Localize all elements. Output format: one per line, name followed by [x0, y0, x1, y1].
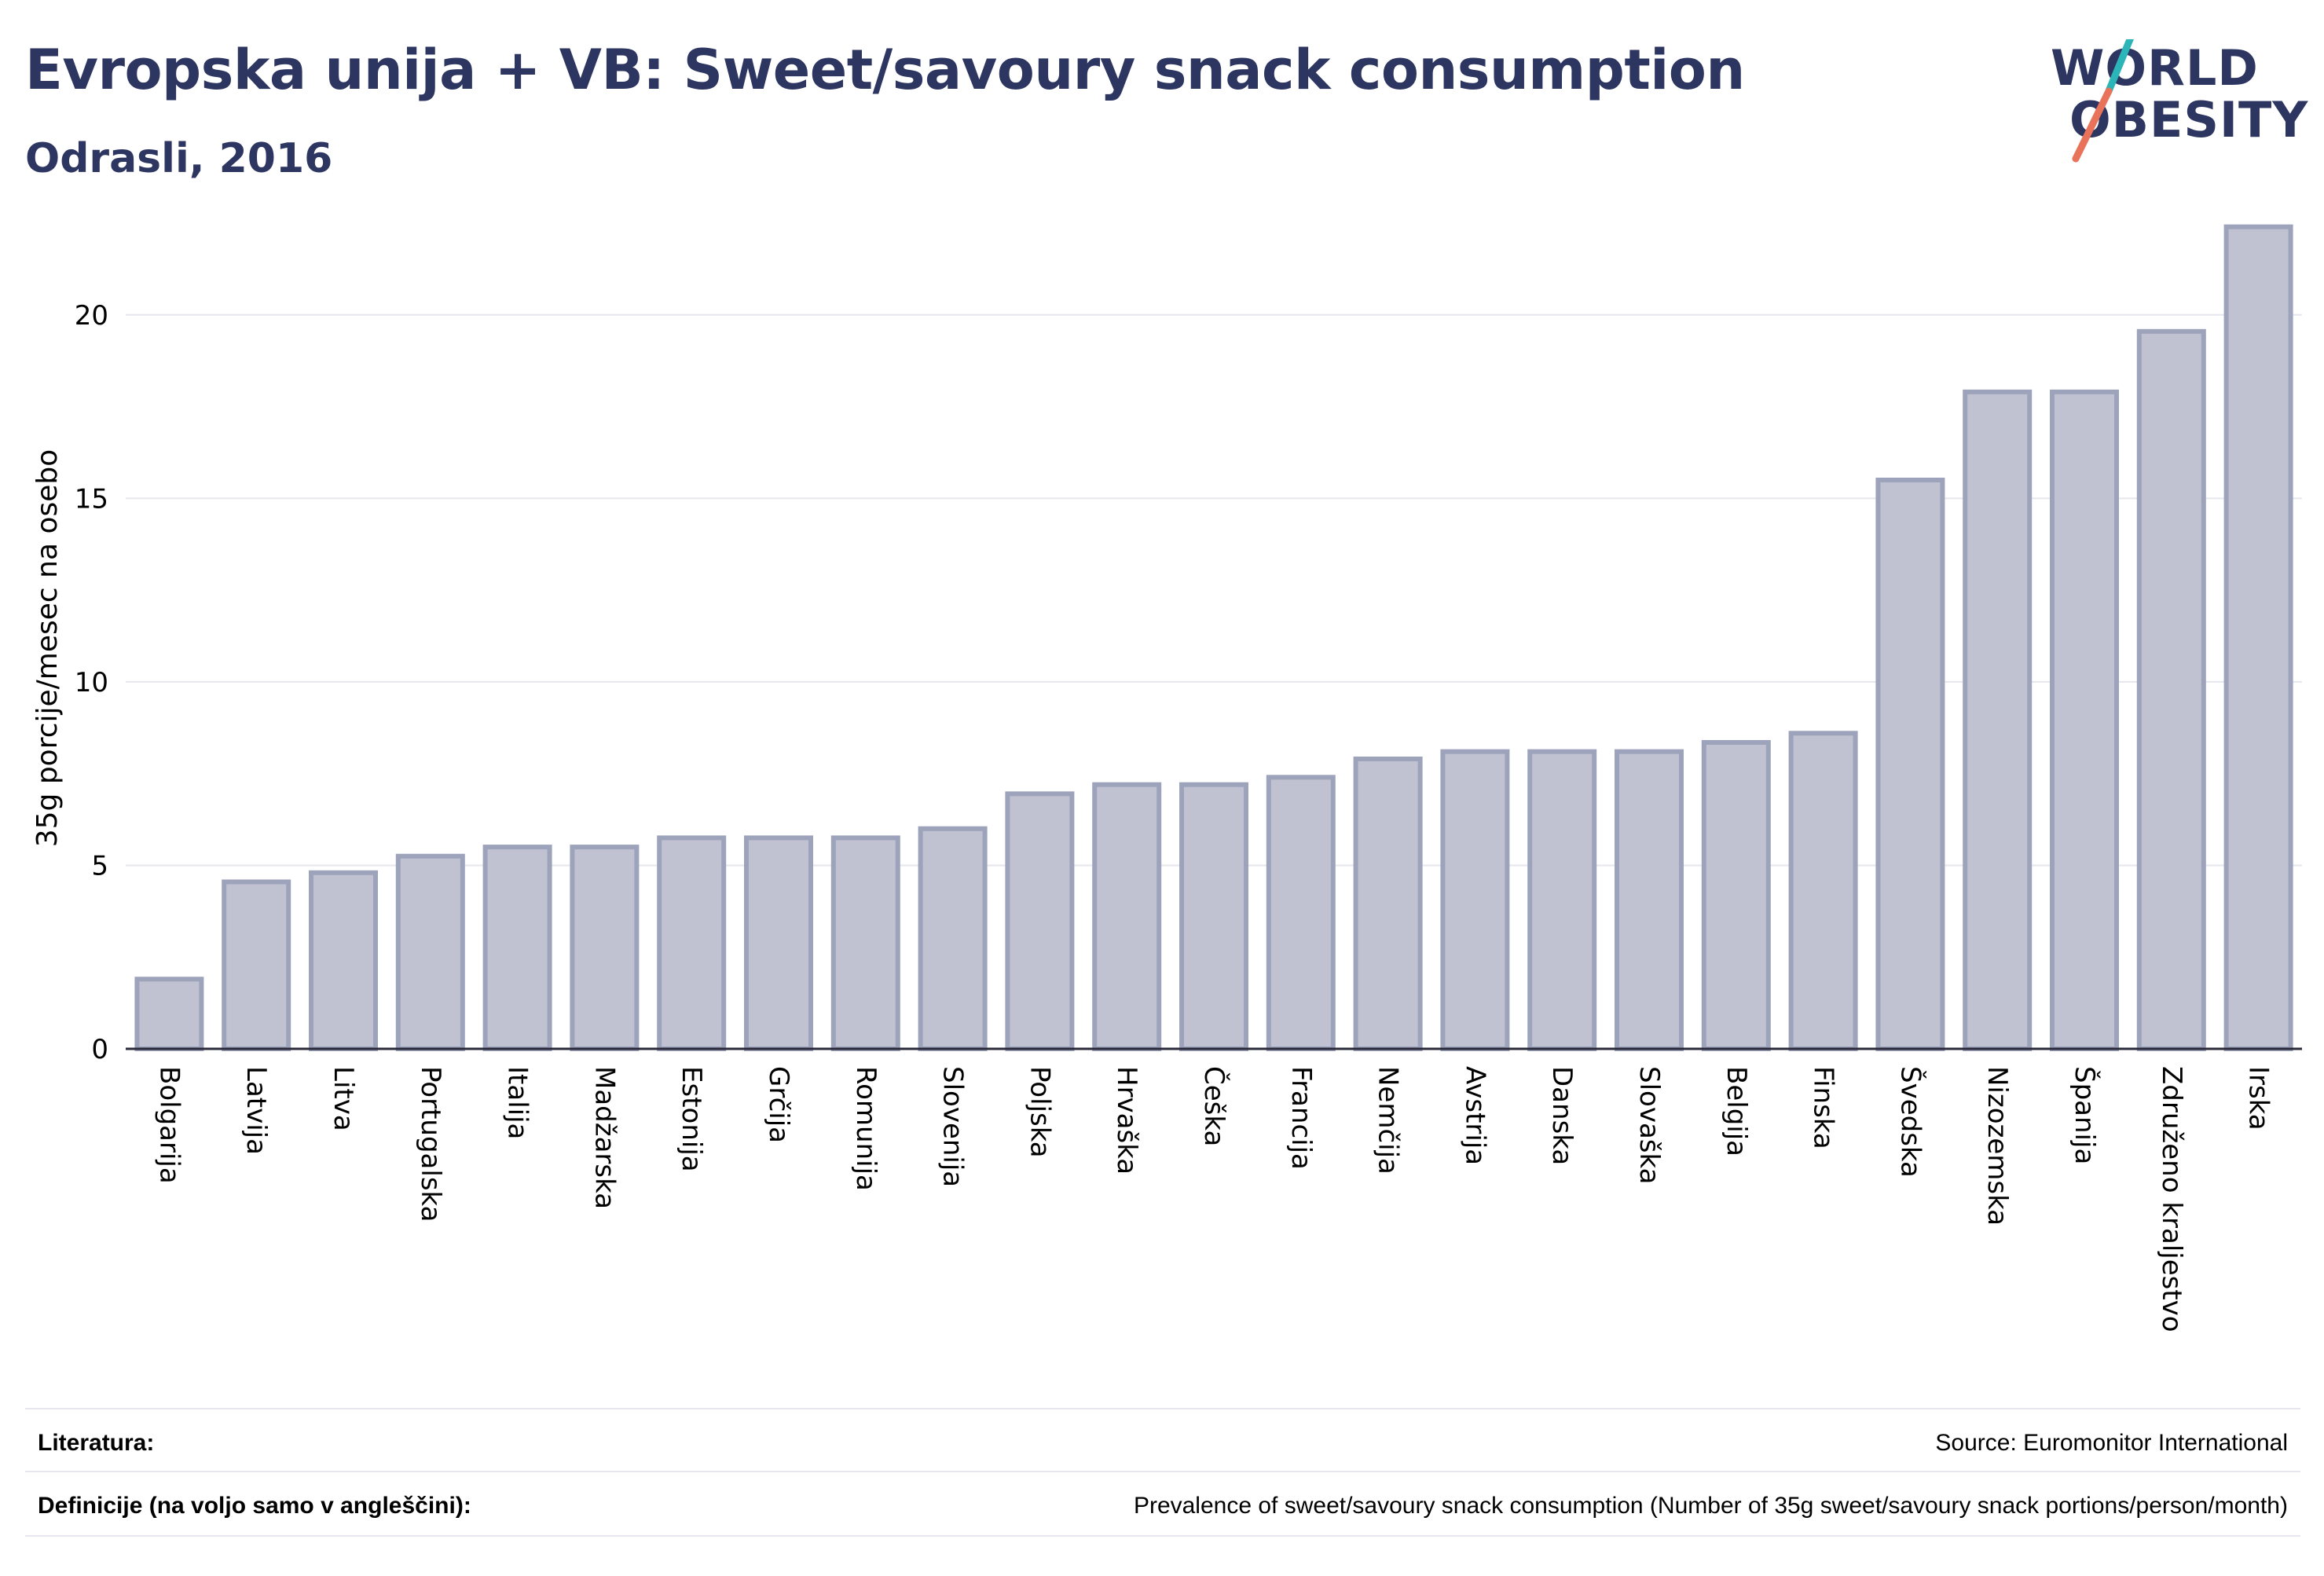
x-tick-label: Finska: [1808, 1066, 1839, 1149]
x-tick-label: Španija: [2069, 1066, 2101, 1164]
x-tick-label: Bolgarija: [153, 1066, 185, 1184]
footer-literature-row: Literatura: Source: Euromonitor Internat…: [25, 1408, 2300, 1472]
x-tick-label: Nemčija: [1373, 1066, 1404, 1175]
logo-slash-icon: [2072, 39, 2134, 163]
x-tick-label: Litva: [328, 1066, 359, 1131]
y-tick-label: 5: [91, 850, 108, 881]
x-tick-label: Estonija: [676, 1066, 707, 1172]
bar: [1615, 749, 1684, 1051]
x-tick-label: Slovaška: [1633, 1066, 1665, 1184]
world-obesity-logo: WORLD OBESITY: [2051, 39, 2308, 165]
literature-source: Source: Euromonitor International: [1935, 1430, 2288, 1456]
bar: [918, 826, 988, 1051]
x-tick-label: Madžarska: [588, 1066, 620, 1209]
x-tick-label: Slovenija: [937, 1066, 969, 1187]
y-tick-label: 15: [75, 483, 108, 515]
y-tick-label: 10: [75, 667, 108, 698]
bar: [134, 977, 204, 1051]
x-tick-label: Avstrija: [1459, 1066, 1490, 1165]
bar: [1963, 389, 2033, 1051]
x-tick-label: Belgija: [1721, 1066, 1752, 1156]
footer-definitions-row: Definicije (na voljo samo v angleščini):…: [25, 1471, 2300, 1537]
bar: [1353, 756, 1423, 1051]
x-tick-label: Danska: [1546, 1066, 1578, 1165]
bar: [570, 845, 640, 1052]
bar: [744, 835, 813, 1051]
bar: [482, 845, 552, 1052]
x-tick-label: Portugalska: [415, 1066, 446, 1222]
definitions-text: Prevalence of sweet/savoury snack consum…: [1133, 1493, 2288, 1519]
x-tick-label: Romunija: [850, 1066, 882, 1191]
chart-title: Evropska unija + VB: Sweet/savoury snack…: [25, 38, 1745, 102]
bar: [395, 853, 465, 1052]
bar: [1266, 775, 1336, 1051]
x-tick-label: Češka: [1198, 1066, 1230, 1146]
x-tick-label: Francija: [1285, 1066, 1317, 1170]
bar: [1179, 782, 1248, 1051]
literature-label: Literatura:: [38, 1430, 155, 1456]
logo-text-obesity: OBESITY: [2069, 91, 2309, 148]
definitions-label: Definicije (na voljo samo v angleščini):: [38, 1493, 471, 1519]
y-tick-label: 0: [91, 1034, 108, 1065]
x-tick-label: Združeno kraljestvo: [2156, 1066, 2187, 1332]
x-tick-label: Latvija: [240, 1066, 272, 1155]
x-tick-label: Hrvaška: [1111, 1066, 1142, 1175]
x-tick-label: Poljska: [1024, 1066, 1055, 1158]
bar: [309, 870, 378, 1051]
bar: [222, 879, 291, 1052]
logo-text-world: WORLD: [2051, 39, 2259, 97]
y-tick-label: 20: [75, 300, 108, 332]
bar: [1527, 749, 1597, 1051]
bar: [1092, 782, 1162, 1051]
chart-subtitle: Odrasli, 2016: [25, 135, 333, 182]
bar: [1701, 739, 1771, 1051]
bar: [2223, 224, 2293, 1051]
bar: [830, 835, 900, 1051]
bar: [2050, 389, 2119, 1051]
x-tick-label: Švedska: [1894, 1066, 1926, 1178]
bar: [1440, 749, 1510, 1051]
bar: [657, 835, 727, 1051]
x-tick-label: Irska: [2243, 1066, 2275, 1131]
bar: [1788, 731, 1858, 1052]
x-tick-label: Nizozemska: [1981, 1066, 2013, 1226]
bar: [2136, 328, 2206, 1051]
bar: [1005, 791, 1075, 1051]
y-axis-label: 35g porcije/mesec na osebo: [31, 449, 64, 848]
x-tick-label: Italija: [502, 1066, 533, 1139]
bar: [1875, 477, 1945, 1051]
x-tick-label: Grčija: [763, 1066, 794, 1143]
